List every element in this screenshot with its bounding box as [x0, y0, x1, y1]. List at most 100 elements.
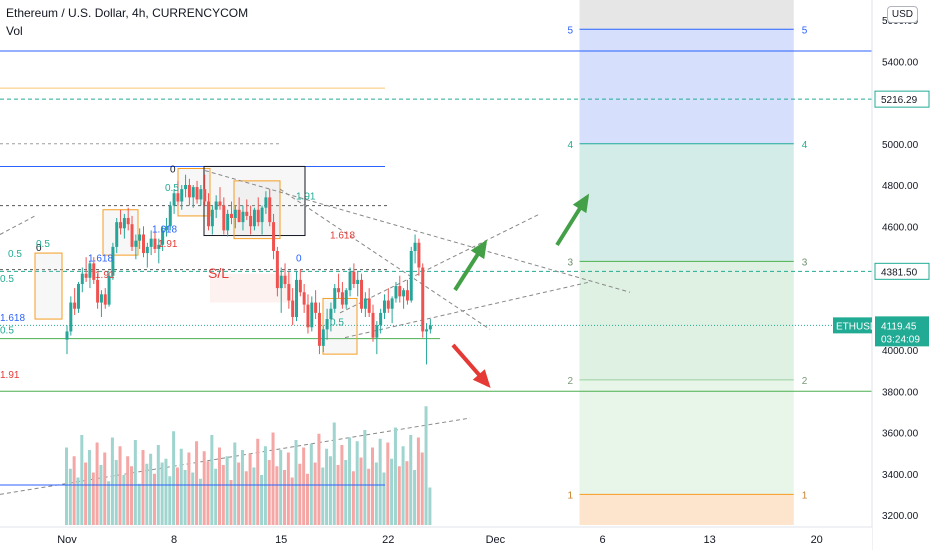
- candle-body: [429, 325, 432, 329]
- fib-level-label-right: 3: [802, 257, 808, 268]
- fib-level-label-right: 2: [802, 376, 808, 387]
- currency-button[interactable]: USD: [887, 6, 918, 23]
- volume-bar: [360, 458, 363, 526]
- annotation-label: 0.5: [0, 326, 14, 337]
- candle-body: [394, 286, 397, 298]
- annotation-label: 0.5: [0, 274, 14, 285]
- volume-bar: [229, 480, 232, 525]
- candle-body: [280, 276, 283, 288]
- volume-bar: [119, 446, 122, 525]
- volume-bar: [145, 464, 148, 525]
- price-tick-label: 5400.00: [882, 57, 919, 68]
- volume-bar: [348, 438, 351, 526]
- volume-bar: [168, 476, 171, 525]
- candle-body: [230, 214, 233, 218]
- volume-bar: [184, 470, 187, 525]
- volume-bar: [425, 406, 428, 525]
- candle-body: [238, 210, 241, 222]
- time-tick-label: 8: [171, 534, 177, 546]
- volume-bar: [295, 440, 298, 525]
- volume-bar: [111, 438, 114, 526]
- volume-bar: [417, 438, 420, 526]
- volume-bar: [103, 453, 106, 526]
- time-tick-label: 22: [382, 534, 394, 546]
- volume-bar: [287, 453, 290, 526]
- volume-bar: [99, 465, 102, 525]
- volume-bar: [214, 469, 217, 525]
- volume-bar: [356, 441, 359, 525]
- candle-body: [391, 298, 394, 308]
- volume-bar: [126, 456, 129, 525]
- fib-level-label-left: 5: [568, 25, 574, 36]
- candle-body: [375, 325, 378, 337]
- annotation-label: 0.5: [36, 239, 50, 250]
- volume-bar: [241, 450, 244, 525]
- candle-body: [180, 189, 183, 201]
- volume-bar: [187, 453, 190, 526]
- candle-body: [192, 187, 195, 197]
- volume-bar: [65, 448, 68, 526]
- candle-body: [264, 197, 267, 207]
- volume-bar: [382, 473, 385, 526]
- time-tick-label: 6: [599, 534, 605, 546]
- price-tick-label: 3200.00: [882, 511, 919, 522]
- volume-bar: [329, 456, 332, 525]
- candle-body: [96, 280, 99, 303]
- volume-bar: [367, 469, 370, 525]
- price-level-tag-label: 5216.29: [881, 95, 918, 106]
- volume-bar: [298, 464, 301, 525]
- volume-bar: [73, 456, 76, 525]
- annotation-label: 1.618: [0, 313, 25, 324]
- annotation-label: 1.91: [158, 239, 178, 250]
- volume-bar: [80, 435, 83, 525]
- last-price-value: 4119.45: [881, 321, 917, 332]
- time-tick-label: 15: [275, 534, 287, 546]
- volume-bar: [149, 454, 152, 525]
- price-tick-label: 5000.00: [882, 140, 919, 151]
- candle-body: [368, 298, 371, 312]
- candle-body: [345, 290, 348, 304]
- candle-body: [253, 210, 256, 227]
- fib-level-label-left: 2: [568, 376, 574, 387]
- volume-bar: [249, 454, 252, 525]
- candle-body: [364, 298, 367, 308]
- volume-bar: [210, 435, 213, 525]
- volume-bar: [333, 423, 336, 526]
- candle-body: [245, 212, 248, 216]
- volume-bar: [138, 484, 141, 525]
- candle-body: [406, 290, 409, 300]
- candle-body: [306, 305, 309, 328]
- volume-bar: [92, 473, 95, 526]
- candle-body: [203, 189, 206, 201]
- candle-body: [88, 263, 91, 277]
- volume-bar: [363, 430, 366, 525]
- volume-bar: [394, 428, 397, 526]
- candle-body: [123, 218, 126, 228]
- volume-bar: [283, 470, 286, 525]
- volume-bar: [180, 449, 183, 525]
- annotation-label: 1.618: [88, 253, 113, 264]
- candle-body: [268, 197, 271, 222]
- volume-bar: [134, 440, 137, 525]
- volume-bar: [409, 435, 412, 525]
- last-price-countdown: 03:24:09: [881, 334, 920, 345]
- candle-body: [272, 222, 275, 251]
- candle-body: [314, 303, 317, 313]
- volume-bar: [390, 459, 393, 525]
- volume-bar: [275, 466, 278, 525]
- volume-bar: [199, 479, 202, 525]
- candle-body: [138, 235, 141, 241]
- fib-level-label-right: 5: [802, 25, 808, 36]
- candle-body: [326, 319, 329, 329]
- fib-zone-4-3: [580, 144, 794, 262]
- annotation-label: 1.91: [296, 191, 316, 202]
- trend-line: [340, 214, 540, 313]
- volume-bar: [107, 481, 110, 525]
- candle-body: [414, 243, 417, 251]
- volume-bar: [256, 439, 259, 525]
- volume-bar: [207, 461, 210, 525]
- volume-bar: [84, 463, 87, 526]
- candle-body: [387, 301, 390, 309]
- volume-bar: [310, 444, 313, 525]
